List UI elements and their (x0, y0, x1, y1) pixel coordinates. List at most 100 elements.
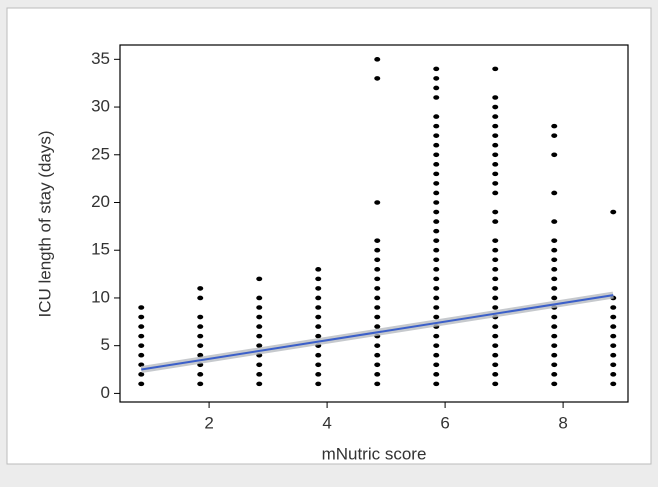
point (374, 314, 381, 320)
point (197, 286, 204, 291)
point (492, 343, 499, 348)
x-tick-label: 2 (204, 413, 213, 432)
point (433, 343, 440, 348)
point (197, 381, 204, 387)
point (256, 381, 263, 387)
point (138, 305, 145, 310)
point (492, 267, 499, 272)
point (433, 152, 440, 158)
point (374, 352, 381, 358)
point (551, 333, 558, 339)
point (492, 190, 499, 196)
point (433, 209, 440, 215)
point (433, 372, 440, 377)
point (551, 381, 558, 387)
point (315, 305, 322, 310)
point (256, 295, 263, 301)
point (256, 333, 263, 339)
point (551, 295, 558, 301)
point (492, 219, 499, 224)
point (315, 372, 322, 377)
point (551, 362, 558, 368)
point (492, 95, 499, 100)
point (197, 372, 204, 377)
point (433, 257, 440, 263)
point (492, 133, 499, 138)
point (551, 257, 558, 263)
point (138, 343, 145, 348)
y-tick-label: 5 (101, 335, 110, 354)
point (610, 209, 617, 215)
point (374, 343, 381, 348)
x-tick-label: 6 (440, 413, 449, 432)
point (610, 352, 617, 358)
point (433, 142, 440, 148)
point (374, 286, 381, 291)
point (433, 114, 440, 119)
y-tick-label: 0 (101, 383, 110, 402)
point (256, 276, 263, 282)
point (610, 314, 617, 320)
point (433, 286, 440, 291)
point (256, 343, 263, 348)
point (197, 343, 204, 348)
point (315, 381, 322, 387)
fit-line (141, 294, 614, 371)
point (610, 362, 617, 368)
point (551, 352, 558, 358)
point (551, 190, 558, 196)
point (315, 352, 322, 358)
point (551, 152, 558, 158)
point (610, 381, 617, 387)
point (374, 381, 381, 387)
point (433, 162, 440, 167)
point (492, 171, 499, 177)
y-tick-label: 30 (91, 97, 110, 116)
point (433, 171, 440, 177)
point (138, 372, 145, 377)
point (610, 305, 617, 310)
point (315, 276, 322, 282)
point (138, 352, 145, 358)
point (374, 305, 381, 310)
point (433, 267, 440, 272)
point (433, 381, 440, 387)
plot-area (119, 44, 629, 403)
point (433, 228, 440, 234)
point (492, 305, 499, 310)
point (551, 219, 558, 224)
point (374, 295, 381, 301)
point (551, 314, 558, 320)
point (256, 305, 263, 310)
y-axis-label: ICU length of stay (days) (35, 130, 54, 317)
point (492, 152, 499, 158)
point (433, 276, 440, 282)
point (492, 238, 499, 243)
point (610, 324, 617, 329)
point (433, 247, 440, 253)
point (138, 381, 145, 387)
point (315, 324, 322, 329)
x-tick-label: 4 (322, 413, 331, 432)
point (492, 276, 499, 282)
point (315, 286, 322, 291)
point (374, 57, 381, 62)
point (492, 209, 499, 215)
point (551, 238, 558, 243)
point (374, 324, 381, 329)
point (610, 333, 617, 339)
point (492, 333, 499, 339)
point (433, 219, 440, 224)
point (374, 257, 381, 263)
point (374, 247, 381, 253)
x-axis-label: mNutric score (322, 444, 427, 463)
point (197, 333, 204, 339)
point (492, 181, 499, 186)
point (492, 123, 499, 129)
point (197, 324, 204, 329)
point (610, 372, 617, 377)
point (374, 267, 381, 272)
point (138, 324, 145, 329)
point (492, 142, 499, 148)
